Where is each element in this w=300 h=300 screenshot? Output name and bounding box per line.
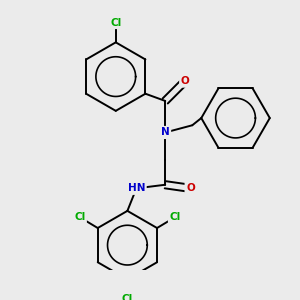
Text: HN: HN — [128, 183, 145, 194]
Text: Cl: Cl — [169, 212, 181, 222]
Text: Cl: Cl — [110, 17, 122, 28]
Text: Cl: Cl — [74, 212, 85, 222]
Text: O: O — [186, 183, 195, 194]
Text: O: O — [181, 76, 189, 86]
Text: N: N — [161, 128, 170, 137]
Text: Cl: Cl — [122, 294, 133, 300]
